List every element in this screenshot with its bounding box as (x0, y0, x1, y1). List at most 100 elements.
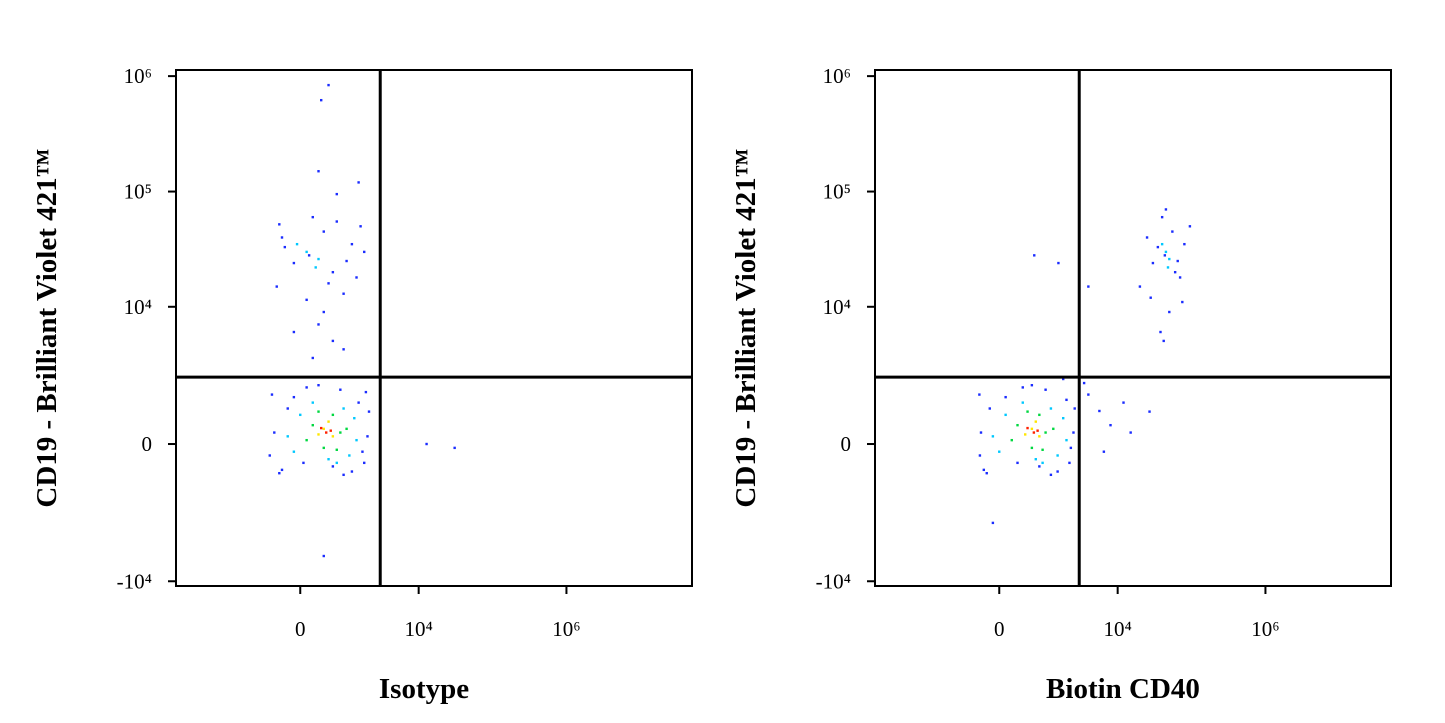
event-dot (270, 393, 274, 396)
event-dot (1166, 266, 1170, 269)
panel: -10⁴ 0 10⁴ 10⁵ 10⁶ 0 10⁴ 10⁶ Biotin CD40 CD19 - B… (730, 64, 1392, 705)
event-dot (268, 454, 271, 457)
event-dot (286, 407, 289, 410)
event-dot (1021, 386, 1024, 389)
event-dot (1164, 250, 1168, 254)
event-dot (350, 242, 354, 246)
event-dot (1036, 429, 1039, 432)
event-dot (453, 446, 456, 450)
event-dot (322, 310, 325, 314)
event-dot (339, 388, 342, 391)
event-dot (1148, 410, 1151, 413)
plot-frame (175, 69, 693, 587)
event-dot (359, 225, 362, 228)
event-dot (1087, 285, 1090, 288)
x-axis-label: Biotin CD40 (1046, 673, 1200, 705)
event-dot (367, 410, 371, 413)
event-dot (331, 270, 335, 274)
y-axis-label: CD19 - Brilliant Violet 421™ (31, 148, 63, 507)
event-dot (317, 170, 320, 173)
event-dot (1173, 270, 1177, 274)
event-dot (1178, 276, 1182, 279)
event-dot (325, 431, 328, 434)
event-dot (311, 423, 314, 427)
event-dot (345, 427, 348, 431)
event-dot (1032, 431, 1036, 434)
event-dot (317, 433, 320, 436)
y-tick-label: -10⁴ (117, 569, 152, 593)
event-dot (1159, 330, 1162, 334)
event-dot (1176, 259, 1179, 263)
event-dot (1122, 401, 1125, 404)
event-dot (978, 454, 982, 457)
event-dot (1004, 413, 1007, 417)
y-tick-label: 10⁴ (823, 295, 851, 319)
event-dot (1016, 461, 1019, 465)
event-dot (1183, 242, 1186, 246)
event-dot (350, 470, 354, 473)
event-dot (317, 323, 320, 326)
event-dot (425, 442, 428, 446)
event-dot (335, 461, 338, 465)
event-dot (1163, 254, 1167, 257)
event-dot (978, 393, 981, 396)
event-dot (331, 339, 335, 343)
event-dot (1049, 473, 1053, 477)
event-dot (1138, 285, 1142, 288)
event-dot (322, 427, 325, 431)
event-dot (331, 413, 335, 417)
event-dot (327, 282, 330, 285)
event-dot (283, 245, 287, 249)
event-dot (1038, 413, 1041, 417)
event-dot (1049, 407, 1053, 410)
event-dot (302, 461, 305, 465)
event-dot (342, 348, 345, 351)
event-dot (1168, 310, 1171, 314)
event-dot (355, 438, 358, 442)
event-dot (317, 410, 320, 413)
event-dot (1033, 254, 1036, 257)
event-dot (979, 431, 983, 434)
event-dot (311, 401, 314, 404)
event-dot (278, 223, 281, 226)
event-dot (1041, 461, 1044, 465)
event-dot (1082, 381, 1086, 385)
event-dot (342, 407, 345, 410)
event-dot (1024, 433, 1027, 436)
x-tick-label: 10⁶ (1251, 617, 1279, 641)
event-dot (317, 257, 320, 261)
event-dot (329, 429, 332, 432)
event-dot (275, 285, 278, 288)
event-dot (1030, 446, 1034, 450)
event-dot (1156, 245, 1160, 249)
event-dot (1057, 261, 1060, 265)
event-dot (286, 435, 289, 438)
event-dot (322, 446, 325, 450)
event-dot (320, 98, 323, 102)
event-dot (305, 386, 308, 389)
event-dot (331, 465, 335, 468)
event-dot (1062, 377, 1065, 381)
event-dot (335, 448, 338, 451)
event-dot (1056, 454, 1059, 457)
event-dot (314, 266, 317, 269)
x-tick-label: 10⁴ (1104, 617, 1132, 641)
event-dot (991, 435, 995, 438)
panel: -10⁴ 0 10⁴ 10⁵ 10⁶ 0 10⁴ 10⁶ Isotype CD19 - Brill… (31, 64, 693, 705)
event-dot (366, 435, 369, 438)
x-tick-label: 10⁶ (552, 617, 580, 641)
event-dot (342, 292, 345, 295)
event-dot (305, 250, 308, 254)
event-dot (1038, 465, 1041, 468)
event-dot (1171, 230, 1174, 233)
event-dot (988, 407, 991, 410)
event-dot (364, 390, 368, 394)
event-dot (1160, 242, 1164, 246)
event-dot (1145, 236, 1149, 239)
event-dot (998, 450, 1001, 453)
event-dot (292, 450, 296, 453)
event-dot (1062, 416, 1065, 420)
event-dot (1021, 401, 1024, 404)
event-dot (311, 215, 314, 219)
event-dot (1160, 215, 1164, 219)
